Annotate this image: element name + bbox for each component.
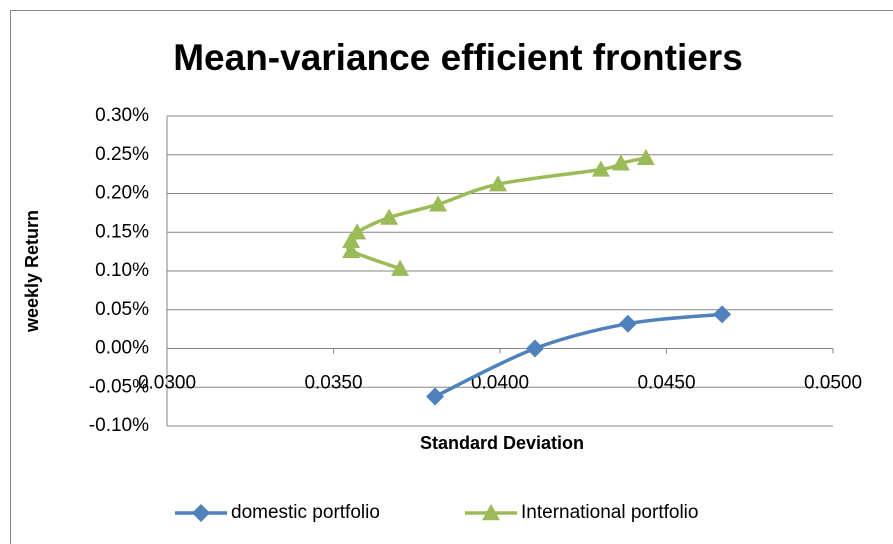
point [482, 504, 500, 521]
point [618, 314, 637, 333]
y-tick-label: -0.10% [89, 415, 149, 436]
x-tick-label: 0.0300 [138, 373, 196, 394]
point [525, 339, 544, 358]
chart-title: Mean-variance efficient frontiers [173, 37, 743, 78]
point [591, 160, 610, 177]
y-tick-label: 0.25% [95, 144, 149, 165]
legend-label: International portfolio [521, 502, 698, 523]
x-tick-label: 0.0400 [471, 373, 529, 394]
y-tick-label: 0.05% [95, 299, 149, 320]
point [636, 148, 655, 166]
y-tick-label: 0.30% [95, 105, 149, 126]
point [429, 195, 448, 212]
series-line [434, 312, 723, 399]
point [342, 231, 361, 248]
y-tick-label: 0.20% [95, 183, 149, 204]
point [713, 305, 732, 324]
point [611, 154, 630, 171]
y-tick-label: 0.10% [95, 260, 149, 281]
x-tick-label: 0.0500 [804, 373, 862, 394]
point [489, 175, 508, 192]
point [348, 223, 367, 240]
y-axis-label: weekly Return [22, 210, 42, 333]
point [192, 504, 210, 522]
point [426, 387, 445, 406]
x-tick-label: 0.0350 [304, 373, 362, 394]
point [391, 259, 410, 276]
point [342, 241, 361, 259]
legend-label: domestic portfolio [231, 502, 380, 523]
x-axis-label: Standard Deviation [420, 433, 584, 453]
chart-border [10, 10, 893, 544]
point [380, 208, 399, 225]
y-tick-label: 0.00% [95, 338, 149, 359]
x-tick-label: 0.0450 [637, 373, 695, 394]
y-tick-label: 0.15% [95, 221, 149, 242]
y-tick-label: -0.05% [89, 376, 149, 397]
